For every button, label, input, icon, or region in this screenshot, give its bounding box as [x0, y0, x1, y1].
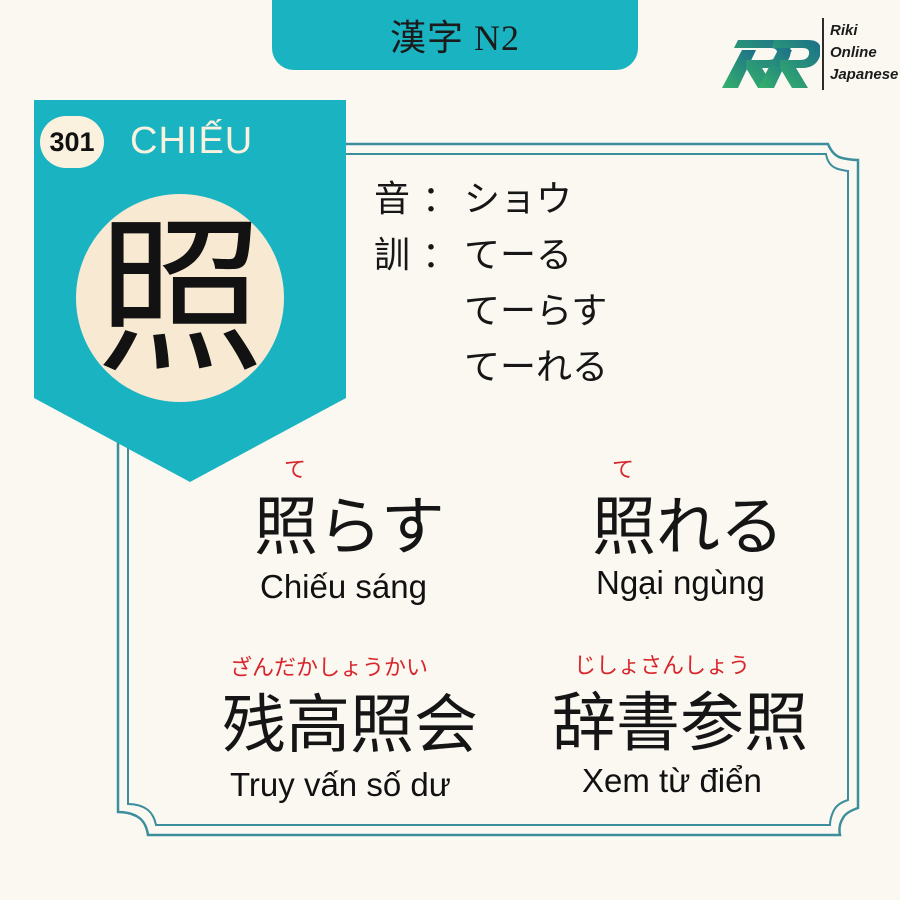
kun-reading: てーれる: [464, 347, 609, 388]
level-header-tab: 漢字 N2: [272, 0, 638, 70]
vocab-kanji: 照らす: [254, 491, 445, 565]
kun-reading-row: 訓 ： てーる: [374, 224, 608, 280]
kun-label: 訓: [374, 235, 411, 276]
kun-reading-row: てーらす: [374, 280, 608, 336]
kun-reading: てーらす: [464, 291, 608, 332]
kanji-number: 301: [49, 126, 95, 157]
on-label: 音: [374, 179, 411, 220]
vocab-furigana: て: [612, 458, 635, 483]
main-kanji: 照: [96, 200, 264, 396]
logo-line-riki: Riki: [830, 22, 858, 39]
riki-logo: Riki Online Japanese: [716, 10, 898, 94]
vocab-furigana: て: [284, 458, 307, 483]
vocab-meaning: Chiếu sáng: [260, 568, 427, 605]
vocab-kanji: 残高照会: [222, 689, 478, 763]
vocab-furigana: ざんだかしょうかい: [230, 656, 429, 681]
vocab-furigana: じしょさんしょう: [574, 654, 751, 679]
logo-divider: [822, 18, 824, 90]
vocab-kanji: 辞書参照: [552, 687, 808, 761]
logo-line-online: Online: [830, 44, 877, 61]
kun-reading: てーる: [464, 235, 573, 276]
on-reading-row: 音 ： ショウ: [374, 168, 608, 224]
kun-reading-row: てーれる: [374, 336, 608, 392]
vocab-kanji: 照れる: [592, 491, 784, 565]
han-viet-reading: CHIẾU: [130, 120, 254, 162]
kanji-number-badge: 301: [40, 116, 104, 168]
kanji-circle: [76, 194, 284, 402]
kun-separator: ：: [421, 235, 458, 276]
vocab-meaning: Xem từ điển: [582, 762, 762, 799]
vocab-meaning: Ngại ngùng: [596, 564, 765, 601]
readings-block: 音 ： ショウ 訓 ： てーる てーらす てーれる: [374, 168, 608, 392]
vocab-meaning: Truy vấn số dư: [230, 766, 451, 803]
logo-line-japanese: Japanese: [830, 66, 899, 83]
logo-text: Riki Online Japanese: [830, 20, 898, 86]
on-separator: ：: [421, 179, 458, 220]
level-title: 漢字 N2: [390, 18, 520, 58]
on-reading: ショウ: [464, 179, 573, 220]
riki-logo-mark-icon: [722, 40, 820, 88]
